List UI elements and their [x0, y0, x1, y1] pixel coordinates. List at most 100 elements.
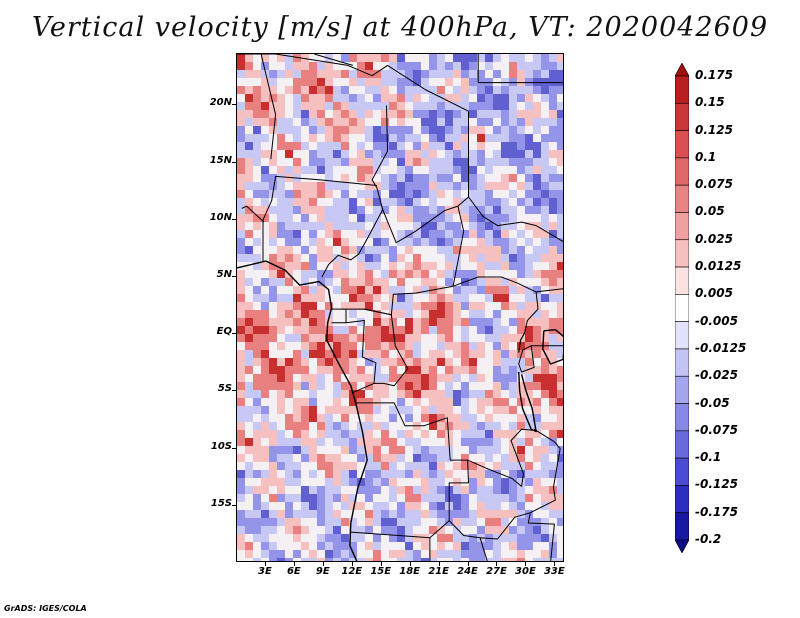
field-cell	[293, 518, 302, 527]
field-cell	[245, 94, 254, 103]
field-cell	[421, 358, 430, 367]
field-cell	[301, 430, 310, 439]
field-cell	[421, 142, 430, 151]
field-cell	[549, 334, 558, 343]
field-cell	[357, 238, 366, 247]
field-cell	[237, 398, 246, 407]
field-cell	[517, 430, 526, 439]
field-cell	[341, 558, 350, 561]
field-cell	[493, 470, 502, 479]
field-cell	[325, 494, 334, 503]
field-cell	[549, 486, 558, 495]
field-cell	[285, 174, 294, 183]
field-cell	[373, 126, 382, 135]
field-cell	[397, 366, 406, 375]
field-cell	[493, 190, 502, 199]
field-cell	[309, 230, 318, 239]
field-cell	[477, 334, 486, 343]
field-cell	[437, 510, 446, 519]
field-cell	[461, 550, 470, 559]
field-cell	[413, 102, 422, 111]
field-cell	[261, 398, 270, 407]
field-cell	[381, 534, 390, 543]
field-cell	[285, 190, 294, 199]
field-cell	[325, 390, 334, 399]
field-cell	[237, 110, 246, 119]
colorbar-label: -0.075	[695, 422, 738, 437]
field-cell	[389, 358, 398, 367]
field-cell	[453, 222, 462, 231]
field-cell	[253, 422, 262, 431]
field-cell	[389, 366, 398, 375]
field-cell	[309, 494, 318, 503]
field-cell	[421, 190, 430, 199]
field-cell	[453, 550, 462, 559]
field-cell	[525, 470, 534, 479]
field-cell	[349, 142, 358, 151]
field-cell	[485, 102, 494, 111]
field-cell	[413, 414, 422, 423]
field-cell	[261, 414, 270, 423]
field-cell	[461, 246, 470, 255]
field-cell	[485, 462, 494, 471]
field-cell	[413, 110, 422, 119]
field-cell	[341, 54, 350, 63]
field-cell	[261, 526, 270, 535]
field-cell	[261, 254, 270, 263]
field-cell	[373, 254, 382, 263]
field-cell	[365, 78, 374, 87]
field-cell	[445, 326, 454, 335]
colorbar-segment	[675, 102, 689, 131]
field-cell	[293, 502, 302, 511]
field-cell	[333, 558, 342, 561]
field-cell	[421, 478, 430, 487]
field-cell	[269, 334, 278, 343]
field-cell	[269, 222, 278, 231]
field-cell	[437, 342, 446, 351]
field-cell	[349, 182, 358, 191]
field-cell	[525, 318, 534, 327]
field-cell	[301, 486, 310, 495]
field-cell	[485, 374, 494, 383]
field-cell	[437, 534, 446, 543]
field-cell	[453, 334, 462, 343]
field-cell	[301, 110, 310, 119]
field-cell	[373, 150, 382, 159]
field-cell	[237, 62, 246, 71]
field-cell	[461, 326, 470, 335]
field-cell	[437, 150, 446, 159]
border	[260, 54, 277, 160]
colorbar-label: -0.175	[695, 504, 738, 519]
field-cell	[533, 318, 542, 327]
field-cell	[533, 62, 542, 71]
field-cell	[437, 190, 446, 199]
field-cell	[349, 270, 358, 279]
field-cell	[269, 454, 278, 463]
field-cell	[357, 278, 366, 287]
field-cell	[461, 430, 470, 439]
field-cell	[237, 142, 246, 151]
field-cell	[493, 486, 502, 495]
field-cell	[277, 174, 286, 183]
field-cell	[317, 62, 326, 71]
field-cell	[349, 342, 358, 351]
field-cell	[541, 366, 550, 375]
lat-tick	[232, 504, 236, 506]
field-cell	[365, 318, 374, 327]
field-cell	[549, 134, 558, 143]
field-cell	[453, 342, 462, 351]
field-cell	[421, 174, 430, 183]
field-cell	[317, 318, 326, 327]
field-cell	[293, 158, 302, 167]
field-cell	[541, 494, 550, 503]
field-cell	[501, 246, 510, 255]
field-cell	[445, 214, 454, 223]
field-cell	[285, 238, 294, 247]
field-cell	[493, 182, 502, 191]
field-cell	[261, 86, 270, 95]
field-cell	[349, 414, 358, 423]
lon-tick	[322, 562, 324, 566]
field-cell	[245, 110, 254, 119]
field-cell	[349, 150, 358, 159]
field-cell	[357, 438, 366, 447]
